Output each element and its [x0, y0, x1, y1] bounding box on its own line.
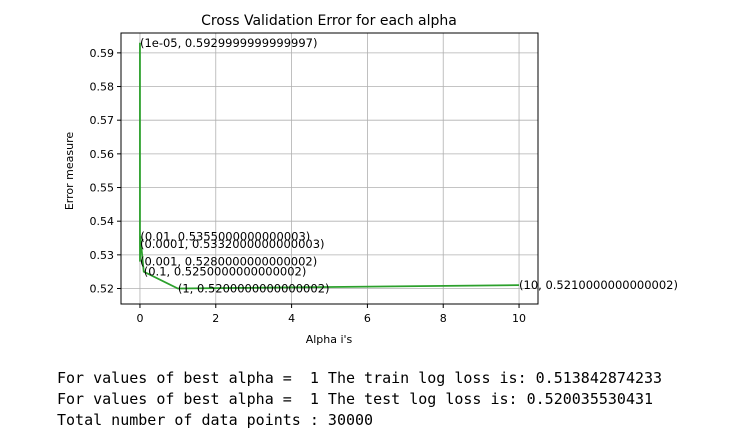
- chart-title: Cross Validation Error for each alpha: [201, 13, 457, 29]
- y-axis-label: Error measure: [63, 132, 76, 211]
- point-annotation: (1, 0.5200000000000002): [178, 282, 330, 296]
- x-tick-label: 8: [440, 312, 447, 325]
- y-tick-label: 0.56: [90, 148, 115, 161]
- point-annotation: (0.1, 0.5250000000000002): [144, 265, 307, 279]
- point-annotation: (1e-05, 0.5929999999999997): [140, 36, 318, 50]
- y-tick-label: 0.59: [90, 47, 115, 60]
- y-tick-label: 0.57: [90, 114, 115, 127]
- x-tick-label: 4: [288, 312, 295, 325]
- point-annotations: (1e-05, 0.5929999999999997) (0.0001, 0.53…: [140, 36, 678, 296]
- x-axis-label: Alpha i's: [306, 333, 353, 346]
- grid-lines: [121, 33, 538, 304]
- y-axis: 0.52 0.53 0.54 0.55 0.56 0.57 0.58 0.59: [90, 47, 121, 296]
- console-output: For values of best alpha = 1 The train l…: [57, 368, 662, 431]
- y-tick-label: 0.55: [90, 182, 115, 195]
- y-tick-label: 0.53: [90, 249, 115, 262]
- series-line: [139, 42, 520, 290]
- output-line-total: Total number of data points : 30000: [57, 411, 374, 429]
- point-annotation: (0.01, 0.5355000000000003): [140, 229, 310, 243]
- point-annotation: (0.001, 0.5280000000000002): [140, 255, 317, 269]
- x-tick-label: 10: [512, 312, 526, 325]
- point-annotation: (10, 0.5210000000000002): [519, 278, 678, 292]
- x-tick-label: 0: [136, 312, 143, 325]
- y-tick-label: 0.54: [90, 215, 115, 228]
- output-line-test: For values of best alpha = 1 The test lo…: [57, 390, 654, 408]
- x-tick-label: 6: [364, 312, 371, 325]
- output-line-train: For values of best alpha = 1 The train l…: [57, 369, 663, 387]
- chart-figure: Cross Validation Error for each alpha 0 2…: [63, 13, 678, 346]
- point-annotation: (0.0001, 0.5332000000000003): [140, 237, 325, 251]
- plot-area-frame: [120, 32, 539, 305]
- x-axis: 0 2 4 6 8 10: [136, 304, 526, 325]
- y-tick-label: 0.58: [90, 81, 115, 94]
- x-tick-label: 2: [212, 312, 219, 325]
- y-tick-label: 0.52: [90, 283, 115, 296]
